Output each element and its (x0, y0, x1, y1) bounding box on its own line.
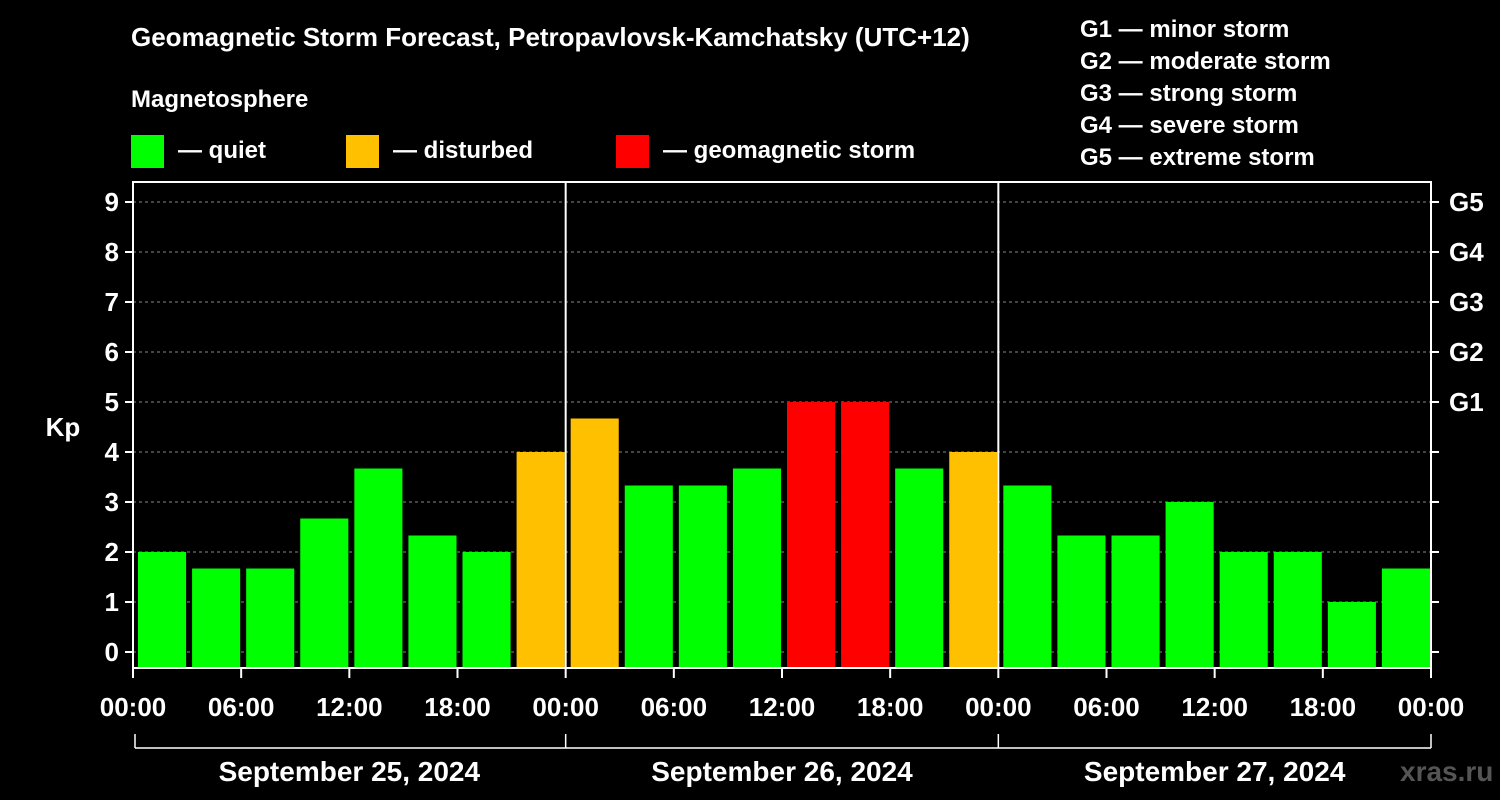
bar-16 (1003, 485, 1052, 668)
bar-12 (787, 402, 836, 668)
bar-4 (354, 468, 403, 668)
xtick-label-12: 00:00 (1398, 692, 1465, 722)
gscale-label-g1: G1 (1449, 387, 1484, 417)
ytick-label-9: 9 (105, 187, 119, 217)
legend-swatch-quiet (131, 134, 164, 168)
bar-15 (949, 452, 998, 668)
bar-3 (300, 518, 349, 668)
xtick-label-4: 00:00 (532, 692, 599, 722)
legend-label-disturbed: — disturbed (393, 137, 534, 164)
legend-item-quiet: — quiet (131, 134, 266, 168)
legend-item-storm: — geomagnetic storm (616, 134, 915, 168)
gscale-label-g2: G2 (1449, 337, 1484, 367)
bar-10 (678, 485, 727, 668)
bar-20 (1219, 552, 1268, 668)
ytick-label-2: 2 (105, 537, 119, 567)
bar-8 (570, 418, 619, 668)
bar-2 (246, 568, 295, 668)
day-label-0: September 25, 2024 (219, 756, 481, 787)
xtick-label-2: 12:00 (316, 692, 383, 722)
gscale-label-g4: G4 (1449, 237, 1484, 267)
xtick-label-3: 18:00 (424, 692, 491, 722)
bar-17 (1057, 535, 1106, 668)
bar-22 (1327, 602, 1376, 668)
bar-18 (1111, 535, 1160, 668)
legend-item-disturbed: — disturbed (346, 134, 533, 168)
xtick-label-9: 06:00 (1073, 692, 1140, 722)
xtick-label-1: 06:00 (208, 692, 275, 722)
xtick-label-5: 06:00 (641, 692, 708, 722)
bar-9 (624, 485, 673, 668)
xtick-label-7: 18:00 (857, 692, 924, 722)
bar-13 (841, 402, 890, 668)
ytick-label-4: 4 (105, 437, 120, 467)
gscale-label-g5: G5 (1449, 187, 1484, 217)
xtick-label-10: 12:00 (1181, 692, 1248, 722)
bar-14 (895, 468, 944, 668)
xtick-label-0: 00:00 (100, 692, 167, 722)
legend-swatch-disturbed (346, 134, 379, 168)
legend-swatch-storm (616, 134, 649, 168)
ytick-label-6: 6 (105, 337, 119, 367)
bar-21 (1273, 552, 1322, 668)
storm-scale-legend: G1 — minor storm G2 — moderate storm G3 … (1080, 14, 1331, 174)
bar-1 (192, 568, 241, 668)
ytick-label-7: 7 (105, 287, 119, 317)
bar-5 (408, 535, 457, 668)
legend-label-storm: — geomagnetic storm (663, 137, 916, 164)
legend-label-quiet: — quiet (178, 137, 266, 164)
gscale-label-g3: G3 (1449, 287, 1484, 317)
storm-scale-g5: G5 — extreme storm (1080, 144, 1315, 171)
bar-19 (1165, 502, 1214, 668)
y-axis-label: Kp (46, 412, 81, 442)
bar-11 (732, 468, 781, 668)
xtick-label-8: 00:00 (965, 692, 1032, 722)
legend-title: Magnetosphere (131, 86, 309, 113)
ytick-label-1: 1 (105, 587, 119, 617)
day-label-2: September 27, 2024 (1084, 756, 1346, 787)
chart-title: Geomagnetic Storm Forecast, Petropavlovs… (131, 22, 970, 52)
bar-7 (516, 452, 565, 668)
storm-scale-g4: G4 — severe storm (1080, 112, 1299, 139)
ytick-label-0: 0 (105, 637, 119, 667)
bar-6 (462, 552, 511, 668)
ytick-label-5: 5 (105, 387, 119, 417)
storm-scale-g1: G1 — minor storm (1080, 16, 1290, 43)
watermark: xras.ru (1400, 756, 1494, 787)
storm-scale-g3: G3 — strong storm (1080, 80, 1298, 107)
xtick-label-6: 12:00 (749, 692, 816, 722)
storm-scale-g2: G2 — moderate storm (1080, 48, 1331, 75)
ytick-label-3: 3 (105, 487, 119, 517)
ytick-label-8: 8 (105, 237, 119, 267)
xtick-label-11: 18:00 (1290, 692, 1357, 722)
day-label-1: September 26, 2024 (651, 756, 913, 787)
bar-0 (138, 552, 187, 668)
bar-23 (1381, 568, 1430, 668)
